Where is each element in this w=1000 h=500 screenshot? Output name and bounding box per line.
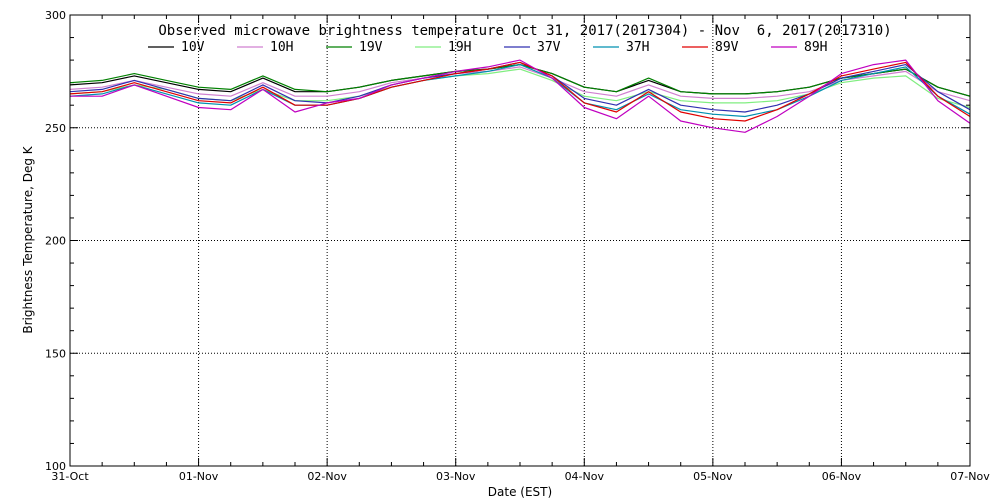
legend: 10V 10H 19V 19H 37V 37H 89V 89H xyxy=(148,40,827,55)
legend-label-89h: 89H xyxy=(804,40,827,55)
y-tick-label: 250 xyxy=(45,122,66,135)
gridlines xyxy=(70,15,970,466)
y-tick-label: 150 xyxy=(45,347,66,360)
x-tick-label: 03-Nov xyxy=(436,470,476,483)
y-tick-label: 300 xyxy=(45,9,66,22)
legend-label-19v: 19V xyxy=(359,40,383,55)
y-tick-labels: 100 150 200 250 300 xyxy=(45,9,66,473)
series-line-89v xyxy=(69,61,971,122)
x-tick-label: 07-Nov xyxy=(950,470,990,483)
series-lines xyxy=(69,59,971,133)
x-axis-label: Date (EST) xyxy=(488,485,552,499)
chart-title: Observed microwave brightness temperatur… xyxy=(158,23,891,39)
x-tick-label: 02-Nov xyxy=(307,470,347,483)
plot-frame xyxy=(69,14,971,467)
y-axis-label: Brightness Temperature, Deg K xyxy=(21,145,35,333)
series-line-89h xyxy=(70,59,971,133)
x-tick-label: 06-Nov xyxy=(822,470,862,483)
legend-label-89v: 89V xyxy=(715,40,739,55)
legend-label-19h: 19H xyxy=(448,40,471,55)
legend-label-37h: 37H xyxy=(626,40,649,55)
legend-label-10v: 10V xyxy=(181,40,205,55)
x-tick-label: 01-Nov xyxy=(179,470,219,483)
x-tick-label: 31-Oct xyxy=(51,470,89,483)
y-tick-label: 100 xyxy=(45,460,66,473)
legend-label-37v: 37V xyxy=(537,40,561,55)
x-tick-labels: 31-Oct 01-Nov 02-Nov 03-Nov 04-Nov 05-Nov 06-N… xyxy=(51,470,990,483)
axis-ticks xyxy=(69,14,971,467)
legend-label-10h: 10H xyxy=(270,40,293,55)
x-tick-label: 05-Nov xyxy=(693,470,733,483)
series-line-37h xyxy=(69,63,971,118)
y-tick-label: 200 xyxy=(45,235,66,248)
x-tick-label: 04-Nov xyxy=(565,470,605,483)
